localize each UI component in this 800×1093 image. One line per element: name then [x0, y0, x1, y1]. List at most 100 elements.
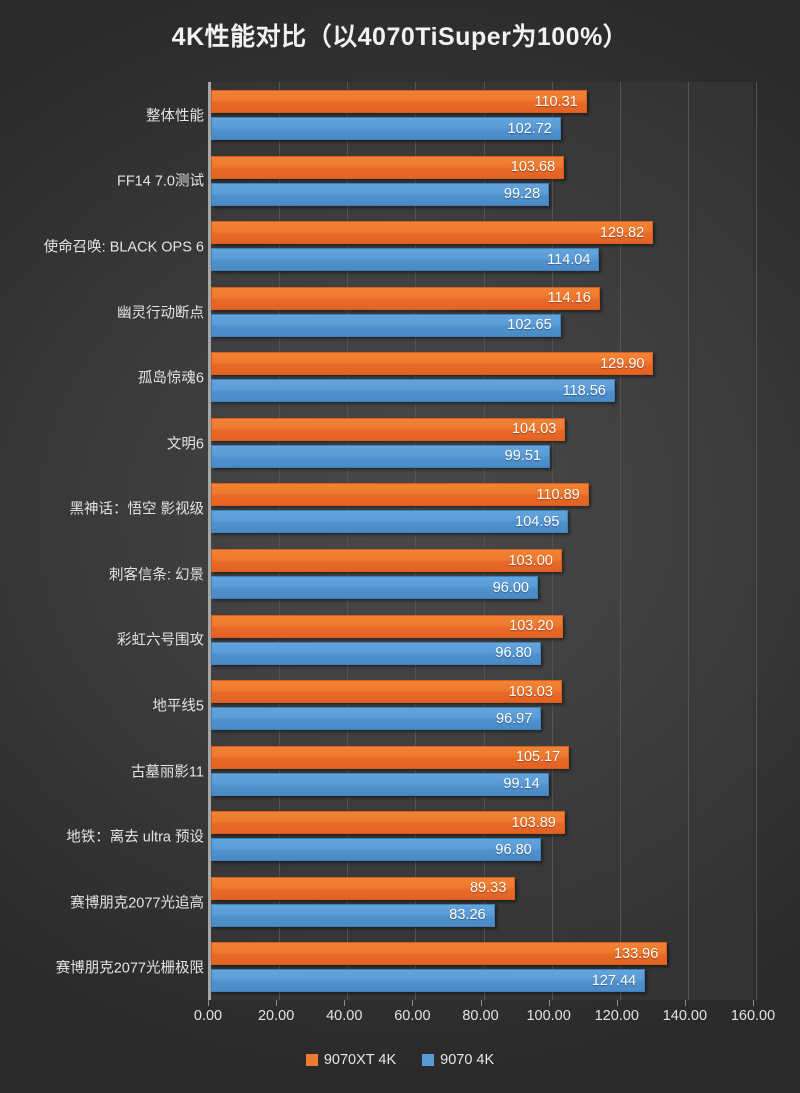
bar[interactable]: 103.00 [211, 549, 562, 572]
x-tick-mark [412, 1000, 414, 1006]
bar[interactable]: 83.26 [211, 903, 495, 927]
bar-value-label: 103.89 [511, 814, 556, 831]
x-tick-mark [684, 1000, 686, 1006]
bar-value-label: 110.31 [534, 93, 578, 110]
gridline [347, 82, 349, 1000]
category-label: 刺客信条: 幻景 [108, 567, 204, 584]
x-tick-mark [344, 1000, 346, 1006]
bar-value-label: 96.80 [495, 645, 532, 662]
bar-value-label: 83.26 [449, 907, 486, 924]
x-tick-label: 60.00 [394, 1008, 431, 1024]
bar-group: 103.68 99.28 [211, 148, 753, 214]
plot-area: 110.31 102.72 103.68 99.28 129.82 114.04 114.1… [208, 82, 757, 1000]
bar-value-label: 127.44 [591, 972, 637, 989]
x-tick-mark [616, 1000, 618, 1006]
bar[interactable]: 99.14 [211, 772, 549, 796]
x-tick-mark [548, 1000, 550, 1006]
bar[interactable]: 129.90 [211, 352, 654, 376]
category-label: 古墓丽影11 [130, 764, 204, 780]
gridline [619, 82, 621, 1000]
bar[interactable]: 127.44 [211, 969, 646, 993]
gridline [756, 82, 757, 1000]
bar-value-label: 99.51 [504, 448, 541, 465]
x-tick-mark [753, 1000, 754, 1006]
category-label: 幽灵行动断点 [117, 305, 204, 321]
category-label: 孤岛惊魂6 [137, 370, 204, 387]
bar[interactable]: 104.95 [211, 510, 569, 534]
x-tick-label: 40.00 [326, 1008, 363, 1024]
category-label: 赛博朋克2077光追高 [70, 895, 204, 912]
legend-item[interactable]: 9070XT 4K [305, 1052, 396, 1068]
bar[interactable]: 104.03 [211, 417, 566, 441]
bar-value-label: 103.20 [509, 618, 554, 635]
bar-value-label: 103.68 [510, 159, 556, 176]
bar-value-label: 103.00 [508, 552, 553, 569]
bar-value-label: 118.56 [562, 382, 606, 399]
bar-group: 103.00 96.00 [211, 541, 753, 607]
bar[interactable]: 118.56 [211, 379, 615, 403]
bar[interactable]: 129.82 [211, 221, 654, 245]
bar-value-label: 133.96 [613, 945, 659, 962]
bar-group: 110.89 104.95 [211, 475, 753, 541]
bar[interactable]: 110.89 [211, 483, 589, 507]
category-label: 使命召唤: BLACK OPS 6 [43, 239, 204, 256]
chart-legend: 9070XT 4K 9070 4K [0, 1052, 800, 1068]
bar-value-label: 114.04 [547, 251, 591, 268]
x-tick-mark [480, 1000, 482, 1006]
category-label: 赛博朋克2077光栅极限 [55, 960, 204, 977]
bar-value-label: 105.17 [515, 749, 561, 766]
bar[interactable]: 89.33 [211, 876, 516, 900]
gridline [279, 82, 281, 1000]
legend-label: 9070 4K [440, 1052, 495, 1068]
gridline [551, 82, 553, 1000]
x-tick-label: 100.00 [526, 1008, 571, 1024]
bar-value-label: 102.65 [507, 317, 552, 334]
category-label: 彩虹六号围攻 [117, 632, 204, 649]
x-tick-label: 120.00 [594, 1008, 639, 1024]
bar-value-label: 103.03 [508, 683, 553, 700]
bar[interactable]: 96.80 [211, 641, 541, 665]
bar-group: 103.89 96.80 [211, 803, 753, 869]
bar[interactable]: 96.80 [211, 838, 541, 862]
x-tick-label: 140.00 [662, 1008, 708, 1024]
gridline [415, 82, 417, 1000]
bar-value-label: 129.90 [600, 355, 645, 372]
bar-value-label: 110.89 [536, 486, 580, 503]
bar[interactable]: 102.72 [211, 117, 561, 140]
bar[interactable]: 103.68 [211, 155, 565, 179]
bar[interactable]: 103.89 [211, 811, 565, 835]
bar[interactable]: 114.04 [211, 248, 600, 272]
bar[interactable]: 102.65 [211, 313, 561, 337]
gridline [687, 82, 689, 1000]
x-tick-mark [276, 1000, 278, 1006]
bar-value-label: 114.16 [547, 290, 591, 307]
x-tick-label: 0.00 [193, 1008, 223, 1024]
bar-group: 129.82 114.04 [211, 213, 753, 279]
bar[interactable]: 133.96 [211, 942, 668, 966]
category-label: 整体性能 [146, 108, 204, 125]
bar-value-label: 99.14 [503, 776, 540, 793]
bar-value-label: 102.72 [507, 120, 552, 137]
bar-value-label: 96.00 [492, 579, 529, 596]
bar[interactable]: 96.00 [211, 576, 538, 599]
bar-group: 114.16 102.65 [211, 279, 753, 345]
bar[interactable]: 110.31 [211, 90, 587, 113]
x-tick-label: 160.00 [730, 1008, 776, 1024]
bar[interactable]: 96.97 [211, 707, 542, 731]
bar[interactable]: 103.03 [211, 680, 562, 704]
bar-value-label: 96.97 [496, 710, 533, 727]
bar-group: 89.33 83.26 [211, 869, 753, 935]
category-label: 地铁：离去 ultra 预设 [66, 829, 204, 846]
bar-group: 103.03 96.97 [211, 672, 753, 738]
category-label: FF14 7.0测试 [116, 173, 204, 190]
legend-item[interactable]: 9070 4K [422, 1052, 494, 1068]
bar-group: 110.31 102.72 [211, 82, 753, 148]
bar[interactable]: 99.51 [211, 444, 550, 468]
bar[interactable]: 103.20 [211, 614, 563, 638]
bar[interactable]: 105.17 [211, 745, 570, 769]
bar[interactable]: 114.16 [211, 286, 600, 310]
bar[interactable]: 99.28 [211, 182, 550, 206]
bar-value-label: 96.80 [495, 841, 532, 858]
x-tick-label: 20.00 [257, 1008, 295, 1024]
bar-value-label: 129.82 [599, 224, 645, 241]
